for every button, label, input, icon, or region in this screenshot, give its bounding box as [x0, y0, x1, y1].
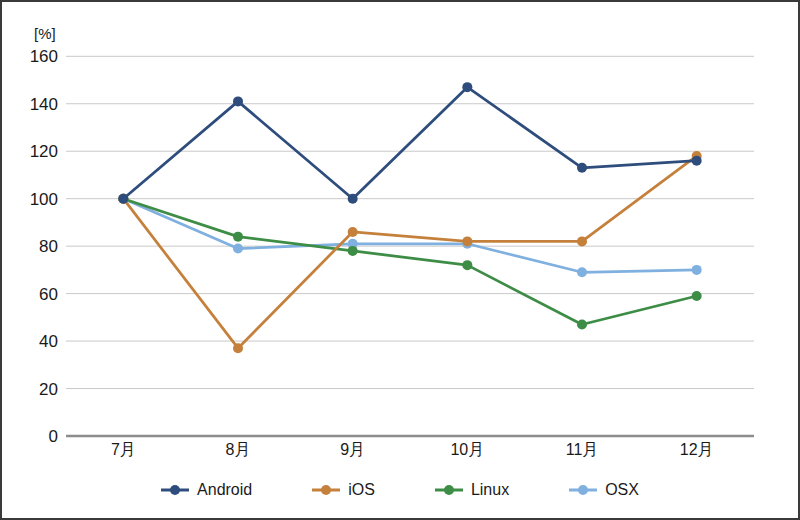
y-tick-label: 80: [39, 237, 58, 256]
data-point-linux: [233, 232, 243, 242]
linux-series-swatch-icon: [435, 484, 463, 496]
chart-window: [%] 0 20 40 60 80 100 120 140 160 7月 8月 9月 10月 11月 12月…: [0, 0, 800, 520]
series-line-linux: [123, 199, 696, 325]
data-point-android: [462, 82, 472, 92]
legend-item-android: Android: [161, 481, 252, 499]
x-tick-label: 7月: [111, 441, 136, 458]
data-point-android: [233, 96, 243, 106]
x-tick-label: 8月: [226, 441, 251, 458]
x-tick-label: 12月: [680, 441, 714, 458]
data-point-ios: [233, 343, 243, 353]
y-tick-label: 40: [39, 332, 58, 351]
android-series-swatch-icon: [161, 484, 189, 496]
legend-item-ios: iOS: [312, 481, 375, 499]
data-point-ios: [348, 227, 358, 237]
plot-area: 0 20 40 60 80 100 120 140 160 7月 8月 9月 10月 11月 12月: [30, 47, 754, 458]
data-point-linux: [462, 260, 472, 270]
data-point-osx: [692, 265, 702, 275]
legend-label-osx: OSX: [605, 481, 639, 499]
x-tick-label: 10月: [450, 441, 484, 458]
data-point-ios: [577, 236, 587, 246]
data-point-ios: [462, 236, 472, 246]
chart-legend: Android iOS Linux OSX: [2, 464, 798, 516]
y-tick-label: 160: [30, 47, 58, 66]
legend-label-linux: Linux: [471, 481, 509, 499]
y-tick-label: 0: [49, 427, 58, 446]
y-tick-label: 20: [39, 380, 58, 399]
data-point-linux: [348, 246, 358, 256]
line-chart: [%] 0 20 40 60 80 100 120 140 160 7月 8月 9月 10月 11月 12月: [2, 2, 798, 464]
ios-series-swatch-icon: [312, 484, 340, 496]
data-point-osx: [233, 244, 243, 254]
data-point-android: [577, 163, 587, 173]
series-line-ios: [123, 156, 696, 348]
data-point-android: [692, 156, 702, 166]
data-point-linux: [692, 291, 702, 301]
legend-label-android: Android: [197, 481, 252, 499]
data-point-linux: [577, 319, 587, 329]
legend-label-ios: iOS: [348, 481, 375, 499]
x-tick-label: 9月: [340, 441, 365, 458]
y-tick-label: 100: [30, 190, 58, 209]
osx-series-swatch-icon: [569, 484, 597, 496]
data-point-android: [118, 194, 128, 204]
data-point-android: [348, 194, 358, 204]
x-tick-label: 11月: [566, 441, 599, 458]
legend-item-linux: Linux: [435, 481, 509, 499]
y-tick-label: 60: [39, 285, 58, 304]
y-axis-unit-label: [%]: [34, 25, 56, 42]
y-tick-label: 140: [30, 95, 58, 114]
data-point-osx: [577, 267, 587, 277]
legend-item-osx: OSX: [569, 481, 639, 499]
y-tick-label: 120: [30, 142, 58, 161]
